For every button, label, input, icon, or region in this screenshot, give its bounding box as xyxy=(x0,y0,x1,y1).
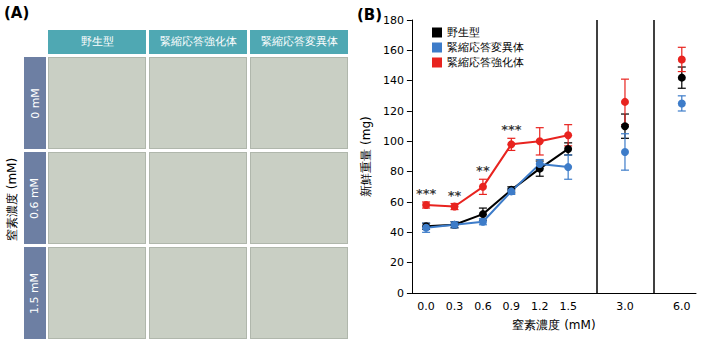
html-text:緊縮応答変異体: 緊縮応答変異体 xyxy=(260,35,338,48)
html-text:(A): (A) xyxy=(4,4,30,22)
html-text:窒素濃度 (mM): 窒素濃度 (mM) xyxy=(5,157,20,242)
svg-text:6.0: 6.0 xyxy=(673,300,691,313)
svg-text:1.5: 1.5 xyxy=(559,300,577,313)
svg-text:窒素濃度 (mM): 窒素濃度 (mM) xyxy=(512,318,595,332)
svg-text:160: 160 xyxy=(383,44,404,57)
svg-text:140: 140 xyxy=(383,74,404,87)
html-text:0 mM: 0 mM xyxy=(28,87,42,119)
svg-text:40: 40 xyxy=(390,226,404,239)
svg-text:0.9: 0.9 xyxy=(503,300,521,313)
svg-text:180: 180 xyxy=(383,14,404,27)
svg-text:***: *** xyxy=(416,186,437,201)
svg-text:**: ** xyxy=(448,188,462,203)
svg-text:20: 20 xyxy=(390,256,404,269)
svg-text:3.0: 3.0 xyxy=(616,300,634,313)
html-text:野生型: 野生型 xyxy=(80,35,114,48)
html-text:0.6 mM: 0.6 mM xyxy=(28,177,42,219)
svg-text:0.0: 0.0 xyxy=(417,300,435,313)
svg-text:120: 120 xyxy=(383,105,404,118)
svg-text:0.6: 0.6 xyxy=(474,300,492,313)
svg-text:0: 0 xyxy=(397,287,404,300)
svg-text:**: ** xyxy=(476,163,490,178)
svg-text:60: 60 xyxy=(390,196,404,209)
svg-text:野生型: 野生型 xyxy=(447,26,480,39)
html-text:1.5 mM: 1.5 mM xyxy=(28,272,42,314)
svg-text:100: 100 xyxy=(383,135,404,148)
svg-text:0.3: 0.3 xyxy=(446,300,464,313)
html-text:緊縮応答強化体: 緊縮応答強化体 xyxy=(159,35,237,48)
svg-text:80: 80 xyxy=(390,165,404,178)
svg-text:(B): (B) xyxy=(357,6,382,24)
svg-text:1.2: 1.2 xyxy=(531,300,549,313)
svg-text:***: *** xyxy=(501,122,522,137)
svg-text:緊縮応答強化体: 緊縮応答強化体 xyxy=(447,56,524,69)
svg-text:新鮮重量 (mg): 新鮮重量 (mg) xyxy=(359,116,373,196)
svg-text:緊縮応答変異体: 緊縮応答変異体 xyxy=(447,41,524,54)
